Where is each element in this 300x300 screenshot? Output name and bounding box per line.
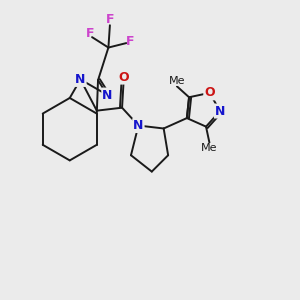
Text: Me: Me (169, 76, 185, 86)
Text: O: O (204, 86, 215, 99)
Text: N: N (133, 119, 144, 132)
Text: O: O (118, 70, 129, 84)
Text: N: N (215, 104, 225, 118)
Text: F: F (86, 27, 95, 40)
Text: F: F (126, 35, 134, 48)
Text: N: N (102, 88, 113, 102)
Text: N: N (75, 73, 85, 86)
Text: Me: Me (201, 143, 218, 153)
Text: F: F (106, 14, 114, 26)
